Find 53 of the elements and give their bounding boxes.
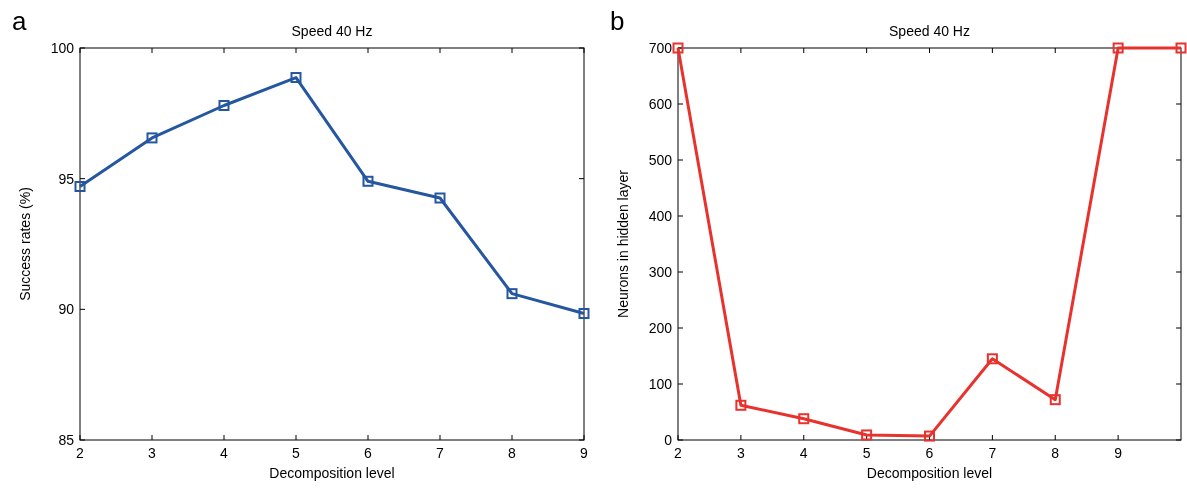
point (924, 430, 935, 442)
point (1175, 42, 1187, 54)
point (735, 399, 747, 411)
x-tick-label: 6 (925, 445, 934, 461)
point (434, 192, 446, 204)
x-tick-label: 2 (76, 445, 85, 461)
x-axis-title: Decomposition level (269, 465, 395, 481)
x-tick-label: 4 (799, 445, 808, 461)
point (1049, 394, 1061, 406)
y-tick-label: 90 (58, 301, 75, 318)
point (578, 308, 590, 320)
point (506, 288, 518, 300)
x-tick-label: 9 (580, 445, 589, 461)
chart-title: Speed 40 Hz (889, 23, 970, 39)
y-tick-label: 700 (648, 40, 673, 56)
y-tick-label: 400 (648, 208, 673, 224)
y-tick-label: 95 (58, 170, 75, 187)
point (362, 175, 374, 187)
point (290, 72, 302, 84)
x-tick-label: 7 (436, 445, 445, 461)
point (861, 429, 873, 441)
x-tick-label: 5 (292, 445, 301, 461)
y-tick-label: 85 (58, 432, 75, 448)
chart-title: Speed 40 Hz (291, 23, 373, 39)
point (1112, 42, 1124, 54)
x-tick-label: 9 (1114, 445, 1123, 461)
x-tick-label: 3 (148, 445, 157, 461)
y-tick-label: 100 (648, 376, 673, 392)
y-tick-label: 500 (648, 152, 673, 168)
y-tick-label: 200 (648, 320, 673, 336)
x-tick-label: 3 (736, 445, 745, 461)
point (672, 42, 684, 54)
point (218, 99, 230, 111)
x-tick-label: 6 (364, 445, 373, 461)
point (986, 353, 998, 365)
y-tick-label: 100 (50, 40, 75, 56)
y-tick-label: 600 (648, 96, 673, 112)
text: b (610, 6, 625, 36)
point (146, 132, 158, 144)
x-tick-label: 8 (1051, 445, 1060, 461)
x-tick-label: 7 (988, 445, 997, 461)
point (74, 181, 86, 193)
text: a (12, 6, 27, 36)
x-tick-label: 2 (674, 445, 683, 461)
x-tick-label: 8 (508, 445, 517, 461)
y-tick-label: 0 (664, 432, 673, 448)
y-axis-title: Success rates (%) (17, 187, 33, 301)
x-tick-label: 5 (862, 445, 871, 461)
x-axis-title: Decomposition level (866, 465, 993, 481)
point (798, 413, 810, 425)
x-tick-label: 4 (220, 445, 229, 461)
y-tick-label: 300 (648, 264, 673, 280)
y-axis-title: Neurons in hidden layer (615, 169, 631, 318)
